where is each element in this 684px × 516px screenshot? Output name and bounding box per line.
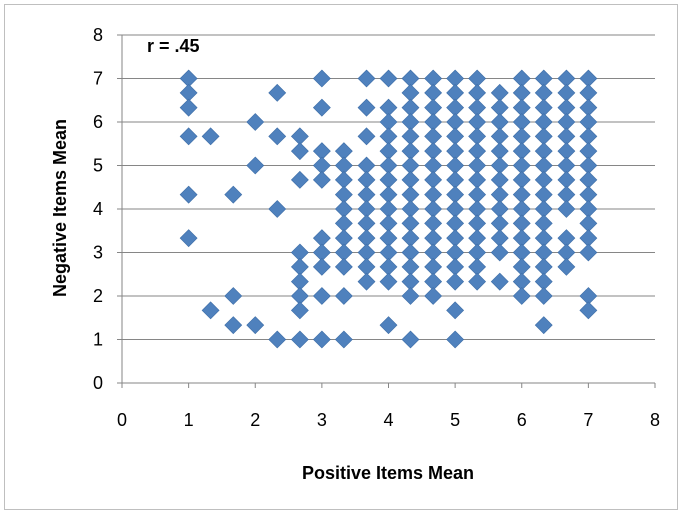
data-point — [290, 142, 309, 161]
data-point — [268, 83, 287, 102]
data-point — [290, 170, 309, 189]
data-point — [401, 287, 420, 305]
tick-labels: 0 1 2 3 4 5 6 7 8 0 1 2 3 4 5 6 7 8 — [93, 25, 660, 430]
data-point — [379, 69, 398, 88]
data-point — [446, 330, 465, 349]
data-point — [312, 98, 331, 117]
data-point — [179, 127, 198, 146]
data-point — [312, 330, 331, 349]
data-points — [179, 69, 598, 349]
data-point — [557, 257, 576, 276]
y-tick-label: 2 — [93, 286, 103, 306]
x-tick-label: 1 — [184, 410, 194, 430]
y-axis-title: Negative Items Mean — [50, 119, 70, 297]
data-point — [312, 287, 331, 305]
x-tick-label: 8 — [650, 410, 660, 430]
y-tick-label: 8 — [93, 25, 103, 45]
data-point — [224, 316, 243, 335]
y-tick-label: 6 — [93, 112, 103, 132]
x-tick-label: 3 — [317, 410, 327, 430]
data-point — [512, 287, 531, 305]
data-point — [312, 69, 331, 88]
data-point — [334, 257, 353, 276]
data-point — [334, 287, 353, 305]
data-point — [268, 200, 287, 218]
data-point — [201, 127, 220, 146]
data-point — [357, 127, 376, 146]
data-point — [268, 127, 287, 146]
y-tick-label: 0 — [93, 373, 103, 393]
data-point — [268, 330, 287, 349]
data-point — [446, 272, 465, 291]
data-point — [579, 243, 598, 262]
data-point — [224, 287, 243, 305]
data-point — [246, 113, 265, 131]
data-point — [401, 330, 420, 349]
x-tick-label: 0 — [117, 410, 127, 430]
data-point — [179, 185, 198, 204]
data-point — [179, 229, 198, 248]
y-tick-label: 5 — [93, 156, 103, 176]
axes — [117, 34, 656, 388]
data-point — [246, 316, 265, 335]
data-point — [312, 257, 331, 276]
x-axis-title: Positive Items Mean — [302, 463, 474, 483]
y-tick-label: 4 — [93, 199, 103, 219]
data-point — [357, 69, 376, 88]
data-point — [290, 330, 309, 349]
correlation-annotation: r = .45 — [147, 36, 200, 56]
data-point — [357, 272, 376, 291]
data-point — [468, 272, 487, 291]
data-point — [201, 301, 220, 320]
x-tick-label: 6 — [517, 410, 527, 430]
data-point — [579, 301, 598, 320]
data-point — [490, 243, 509, 262]
data-point — [334, 330, 353, 349]
data-point — [490, 272, 509, 291]
x-tick-label: 4 — [383, 410, 393, 430]
x-tick-label: 2 — [250, 410, 260, 430]
data-point — [312, 170, 331, 189]
data-point — [424, 287, 443, 305]
data-point — [357, 98, 376, 117]
data-point — [557, 200, 576, 218]
data-point — [379, 316, 398, 335]
data-point — [224, 185, 243, 204]
y-tick-label: 1 — [93, 330, 103, 350]
x-tick-label: 5 — [450, 410, 460, 430]
data-point — [534, 316, 553, 335]
data-point — [446, 301, 465, 320]
data-point — [534, 287, 553, 305]
data-point — [290, 301, 309, 320]
data-point — [246, 156, 265, 175]
data-point — [179, 98, 198, 117]
x-tick-label: 7 — [583, 410, 593, 430]
y-tick-label: 7 — [93, 69, 103, 89]
y-tick-label: 3 — [93, 243, 103, 263]
data-point — [379, 272, 398, 291]
